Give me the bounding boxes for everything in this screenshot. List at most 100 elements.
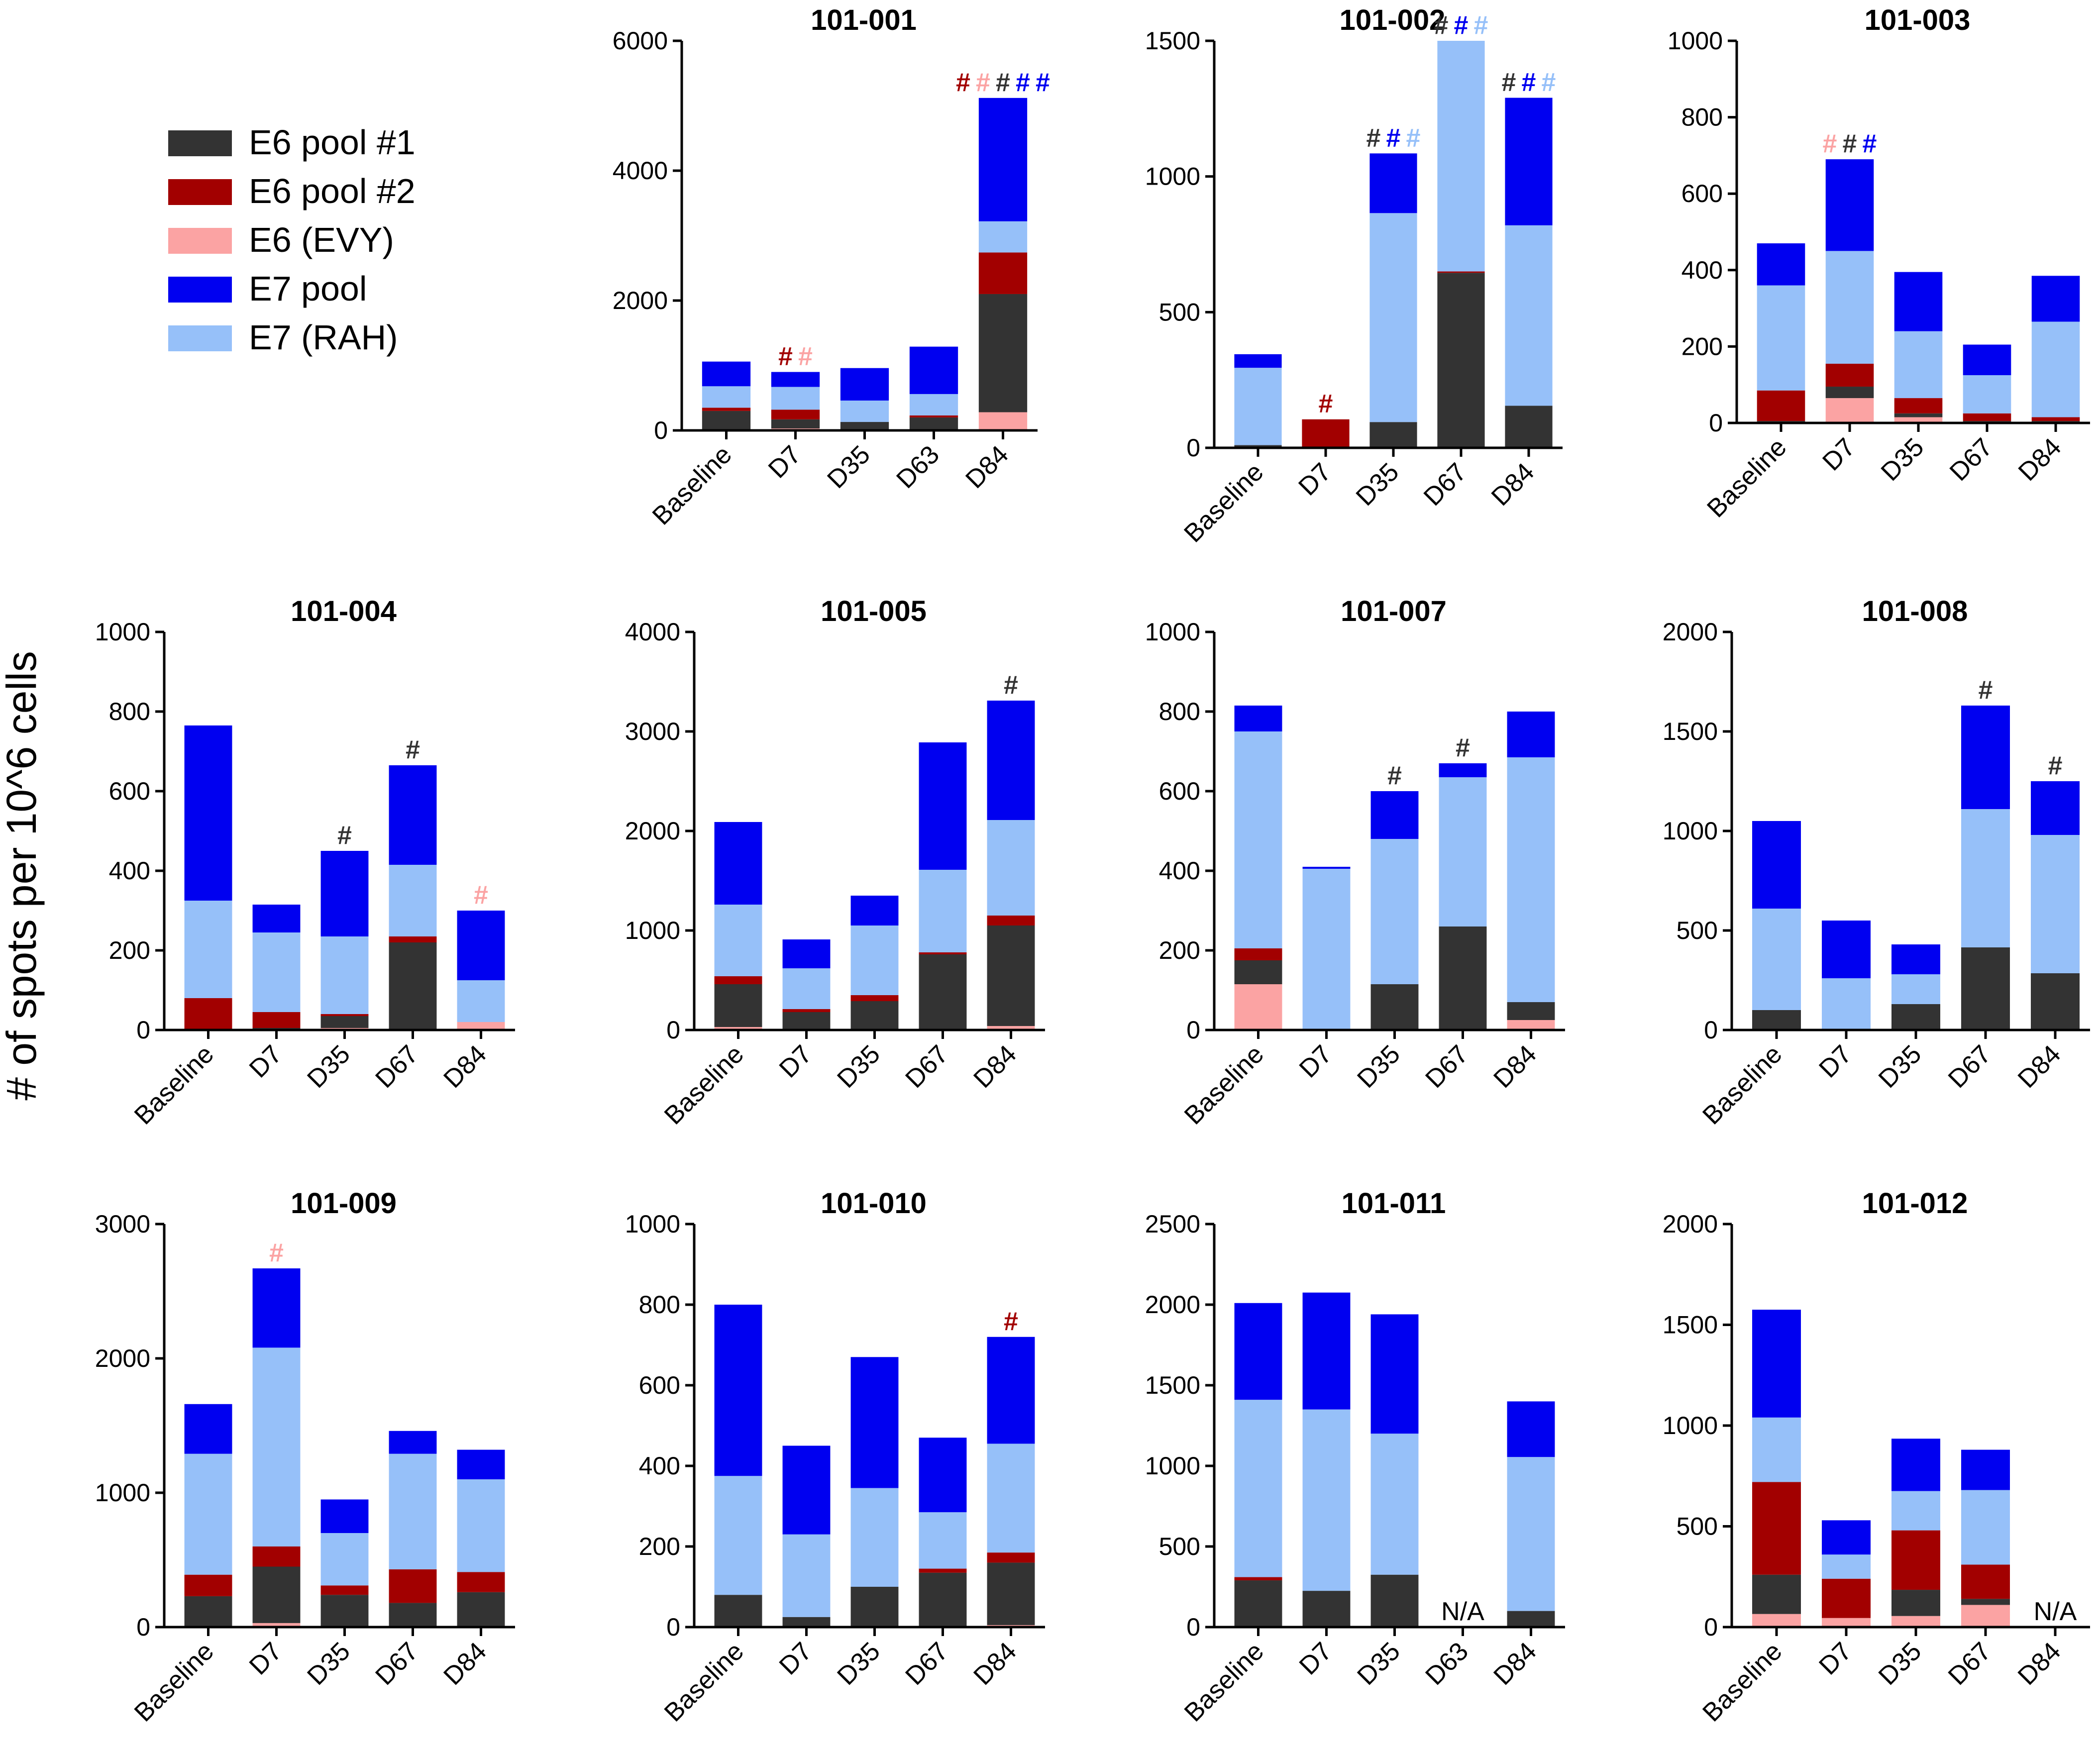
y-tick-label: 500 [1159, 298, 1200, 326]
bar-segment-e7-rah--d67 [1961, 809, 2010, 947]
legend-item: E6 pool #2 [168, 172, 416, 210]
bar-segment-e6-pool-1-d35 [320, 1016, 369, 1028]
legend: E6 pool #1 E6 pool #2 E6 (EVY) E7 pool E7 (R… [168, 123, 416, 357]
legend-swatch [168, 277, 232, 303]
bar-segment-e7-pool-d7 [1825, 159, 1874, 251]
bar-segment-e7-pool-d7 [252, 905, 301, 932]
x-tick-label: D67 [900, 1039, 954, 1093]
x-tick-label: D35 [832, 1039, 886, 1093]
bar-segment-e6-pool-2-d84 [978, 252, 1028, 294]
bar-segment-e6-pool-1-baseline [1234, 960, 1282, 984]
significance-marker: # [1016, 68, 1030, 97]
bar-segment-e7-pool-baseline [714, 1305, 762, 1476]
bar-segment-e6-pool-2-d84 [457, 1572, 505, 1592]
x-tick-label: D84 [1488, 1039, 1542, 1093]
legend-swatch [168, 228, 232, 254]
bar-segment-e6-pool-2-d7 [771, 410, 820, 419]
bar-segment-e6-pool-2-d7 [252, 1012, 301, 1028]
x-tick-label: D7 [1817, 432, 1861, 476]
bar-segment-e6-pool-2-d67 [389, 1569, 437, 1603]
significance-marker: # [1366, 123, 1381, 152]
bar-segment-e7-pool-d67 [389, 765, 437, 865]
y-tick-label: 1000 [1663, 1412, 1718, 1440]
y-tick-label: 800 [1159, 698, 1200, 725]
legend-item: E7 (RAH) [168, 318, 398, 357]
bar-segment-e7-rah--d67 [1963, 375, 2011, 413]
bar-segment-e7-pool-baseline [1234, 354, 1282, 368]
y-tick-label: 0 [136, 1016, 150, 1044]
legend-label: E6 pool #2 [249, 172, 416, 210]
y-tick-label: 500 [1677, 1513, 1718, 1541]
chart-panel-101-008: 101-008 0 500 1000 1500 2000 Baseline D7 D35 D67 D… [1663, 595, 2090, 1131]
bar-segment-e6-evy--d84 [978, 412, 1028, 430]
bar-segment-e7-rah--d35 [840, 400, 889, 422]
y-tick-label: 2500 [1145, 1210, 1200, 1238]
chart-panel-101-007: 101-007 0 200 400 600 800 1000 Baseline D7 D35 D67… [1145, 595, 1565, 1131]
x-tick-label: D7 [763, 440, 807, 484]
bar-segment-e6-pool-2-d35 [1891, 1530, 1940, 1590]
chart-panel-101-005: 101-005 0 1000 2000 3000 4000 Baseline D7 D35 D67… [625, 595, 1045, 1131]
bar-segment-e6-pool-2-d84 [2031, 417, 2080, 421]
y-tick-label: 0 [1709, 409, 1723, 437]
bar-segment-e6-pool-1-baseline [1752, 1574, 1801, 1614]
bar-segment-e6-pool-2-d35 [320, 1585, 369, 1595]
y-tick-label: 800 [1681, 103, 1723, 131]
bar-segment-e6-pool-2-d67 [1961, 1564, 2010, 1599]
y-tick-label: 1000 [625, 1210, 680, 1238]
bar-segment-e7-pool-d35 [840, 368, 889, 401]
x-tick-label: D84 [1486, 457, 1540, 511]
bar-segment-e7-pool-d35 [1370, 1314, 1419, 1434]
bar-segment-e7-pool-d63 [909, 346, 958, 394]
x-tick-label: Baseline [659, 1039, 749, 1130]
bar-segment-e7-rah--d84 [2031, 835, 2080, 973]
bar-segment-e7-rah--d7 [252, 1347, 301, 1546]
y-tick-label: 1000 [1145, 1452, 1200, 1480]
y-tick-label: 3000 [625, 718, 680, 745]
significance-marker: # [1823, 129, 1837, 158]
bar-segment-e7-pool-d67 [1439, 763, 1487, 777]
bar-segment-e7-pool-d35 [850, 896, 899, 925]
y-tick-label: 0 [1186, 1613, 1200, 1641]
chart-panel-101-003: 101-003 0 200 400 600 800 1000 Baseline D7 D35 D67… [1668, 4, 2090, 523]
bar-segment-e7-rah--baseline [1234, 368, 1282, 445]
y-tick-label: 0 [666, 1016, 680, 1044]
significance-marker: # [1004, 1307, 1018, 1336]
y-tick-label: 400 [109, 857, 150, 885]
bar-segment-e6-evy--d84 [987, 1026, 1035, 1030]
bar-segment-e7-pool-d35 [1891, 944, 1940, 974]
bar-segment-e7-rah--d7 [1302, 869, 1351, 1030]
y-tick-label: 600 [639, 1371, 680, 1399]
bar-segment-e7-pool-baseline [1752, 821, 1801, 909]
bar-segment-e7-rah--baseline [184, 901, 232, 998]
bar-segment-e6-pool-2-d7 [1822, 1578, 1871, 1618]
bar-segment-e6-pool-1-d67 [1437, 273, 1485, 448]
y-tick-label: 0 [1186, 1016, 1200, 1044]
bar-segment-e6-pool-2-baseline [1234, 1577, 1282, 1581]
bar-segment-e7-pool-baseline [702, 361, 751, 387]
y-tick-label: 200 [1159, 936, 1200, 964]
bar-segment-e7-pool-baseline [1757, 243, 1805, 286]
x-tick-label: D84 [2012, 1039, 2066, 1093]
chart-panel-101-004: 101-004 0 200 400 600 800 1000 Baseline D7 D35 D67… [95, 595, 515, 1131]
bar-segment-e7-pool-d67 [1961, 1449, 2010, 1490]
x-tick-label: Baseline [1179, 1637, 1269, 1727]
x-tick-label: D84 [960, 440, 1014, 494]
bar-segment-e7-pool-d84 [1507, 712, 1555, 757]
significance-marker: # [474, 881, 488, 910]
y-tick-label: 1000 [625, 917, 680, 944]
bar-segment-e7-rah--d63 [909, 394, 958, 415]
y-tick-label: 4000 [613, 157, 668, 185]
bar-segment-e7-pool-d35 [1370, 791, 1419, 839]
bar-segment-e6-pool-1-d7 [1302, 1591, 1351, 1627]
bar-segment-e7-rah--d7 [1822, 1554, 1871, 1579]
bar-segment-e7-rah--d84 [987, 1443, 1035, 1553]
y-tick-label: 400 [1159, 857, 1200, 885]
bar-segment-e7-rah--d67 [1439, 777, 1487, 926]
bar-segment-e6-pool-2-d35 [1894, 398, 1943, 413]
y-tick-label: 1500 [1145, 27, 1200, 55]
bar-segment-e7-rah--d35 [1369, 213, 1417, 422]
bar-segment-e6-evy--d84 [457, 1022, 505, 1030]
bar-segment-e6-pool-2-d35 [320, 1014, 369, 1016]
bar-segment-e7-pool-d35 [1894, 272, 1943, 331]
